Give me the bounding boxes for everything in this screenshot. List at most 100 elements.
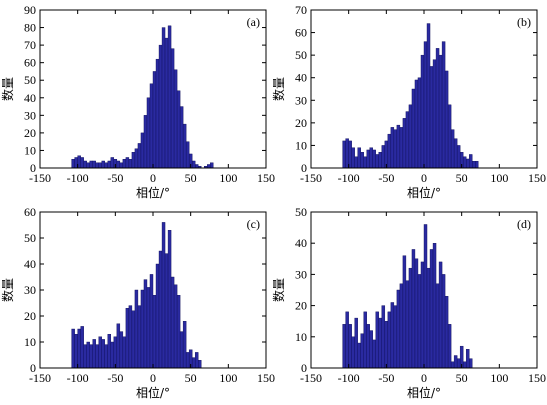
x-tick-label: -100 — [338, 371, 360, 385]
y-tick-label: 60 — [24, 205, 36, 219]
histogram-bar — [345, 138, 349, 169]
histogram-bar — [158, 250, 163, 369]
x-tick-label: 0 — [421, 171, 427, 185]
histogram-bar — [71, 328, 75, 369]
histogram-bar — [167, 25, 172, 169]
histogram-bar — [191, 357, 196, 369]
histogram-bar — [360, 151, 364, 169]
x-tick-label: 50 — [185, 371, 197, 385]
x-tick-label: -50 — [107, 371, 123, 385]
histogram-bar — [89, 160, 93, 169]
histogram-bar — [74, 334, 78, 369]
histogram-bar — [426, 267, 431, 369]
panel-d: -150 -100 -50 0 50 100 150 0 10 20 30 40 50 (d) 相位/° 数量 — [271, 205, 546, 400]
histogram-bar — [393, 129, 398, 169]
histogram-bar — [342, 324, 346, 369]
histogram-bar — [366, 324, 370, 369]
histogram-bar — [390, 302, 395, 369]
x-tick-label: -150 — [29, 371, 51, 385]
y-tick-label: 0 — [301, 161, 307, 175]
y-tick-label: 10 — [24, 335, 36, 349]
histogram-bar — [408, 104, 413, 169]
y-tick-label: 0 — [30, 161, 36, 175]
histogram-bar — [456, 358, 461, 369]
histogram-bar — [86, 162, 90, 169]
histogram-bar — [396, 289, 401, 369]
histogram-bar — [447, 104, 452, 169]
panel-a: -150 -100 -50 0 50 100 150 0 10 20 30 40 50 60 70 80 90 (… — [0, 3, 275, 200]
histogram-bar — [444, 296, 449, 369]
histogram-bar — [83, 160, 87, 169]
histogram-bar — [414, 258, 419, 369]
histogram-bar — [399, 283, 404, 369]
y-axis-label: 数量 — [0, 278, 15, 302]
x-tick-label: 100 — [219, 371, 237, 385]
histogram-bar — [191, 160, 196, 169]
x-axis-label: 相位/° — [407, 185, 441, 200]
histogram-bar — [80, 326, 84, 369]
histogram-bar — [345, 311, 349, 369]
y-tick-label: 0 — [30, 361, 36, 375]
histogram-bar — [104, 344, 109, 369]
y-tick-label: 30 — [295, 267, 307, 281]
histogram-bar — [164, 37, 169, 169]
y-tick-label: 60 — [295, 26, 307, 40]
histogram-bar — [465, 349, 470, 369]
y-tick-label: 50 — [24, 231, 36, 245]
histogram-bar — [447, 324, 452, 369]
histogram-bar — [462, 156, 467, 169]
histogram-bar — [384, 140, 389, 169]
histogram-bar — [465, 158, 470, 169]
y-tick-label: 40 — [24, 257, 36, 271]
y-tick-label: 50 — [24, 73, 36, 87]
y-tick-label: 0 — [301, 361, 307, 375]
histogram-bar — [450, 361, 455, 369]
x-tick-label: 150 — [528, 371, 546, 385]
histogram-bar — [469, 358, 473, 369]
x-tick-label: 100 — [490, 371, 508, 385]
histogram-bar — [134, 289, 139, 369]
y-axis-label: 数量 — [0, 77, 15, 101]
histogram-bar — [348, 140, 352, 169]
histogram-bar — [369, 330, 373, 369]
histogram-bar — [375, 311, 379, 369]
histogram-bar — [119, 331, 124, 369]
y-axis-label: 数量 — [271, 77, 286, 101]
x-axis-label: 相位/° — [407, 385, 441, 400]
histogram-bar — [417, 274, 422, 369]
x-tick-label: -50 — [378, 171, 394, 185]
histogram-bar — [182, 123, 187, 169]
histogram-bar — [194, 352, 199, 369]
histogram-bar — [393, 305, 398, 369]
histogram-bar — [472, 161, 476, 169]
histogram-bar — [164, 253, 169, 369]
x-tick-label: 150 — [528, 171, 546, 185]
histogram-bar — [357, 342, 361, 369]
histogram-bar — [98, 336, 102, 369]
y-tick-label: 70 — [295, 3, 307, 17]
histogram-bar — [92, 339, 96, 369]
y-tick-label: 60 — [24, 56, 36, 70]
histogram-bar — [354, 156, 358, 169]
x-tick-label: 50 — [456, 171, 468, 185]
histogram-bar — [387, 133, 392, 169]
histogram-bar — [402, 118, 407, 169]
histogram-bar — [143, 279, 148, 369]
histogram-bar — [405, 111, 410, 169]
x-tick-label: -50 — [378, 371, 394, 385]
histogram-bar — [375, 154, 379, 169]
histogram-bar — [363, 311, 367, 369]
histogram-bar — [179, 331, 184, 369]
histogram-bar — [384, 321, 389, 369]
histogram-bar — [423, 41, 428, 169]
histogram-bar — [411, 88, 416, 169]
histogram-bar — [152, 295, 157, 369]
histogram-bar — [80, 157, 84, 169]
histogram-bar — [469, 154, 473, 169]
histogram-bar — [101, 339, 105, 369]
x-tick-label: -150 — [29, 171, 51, 185]
histogram-bar — [170, 48, 175, 169]
y-tick-label: 40 — [295, 71, 307, 85]
histogram-bar — [429, 249, 434, 369]
histogram-bar — [161, 27, 166, 169]
